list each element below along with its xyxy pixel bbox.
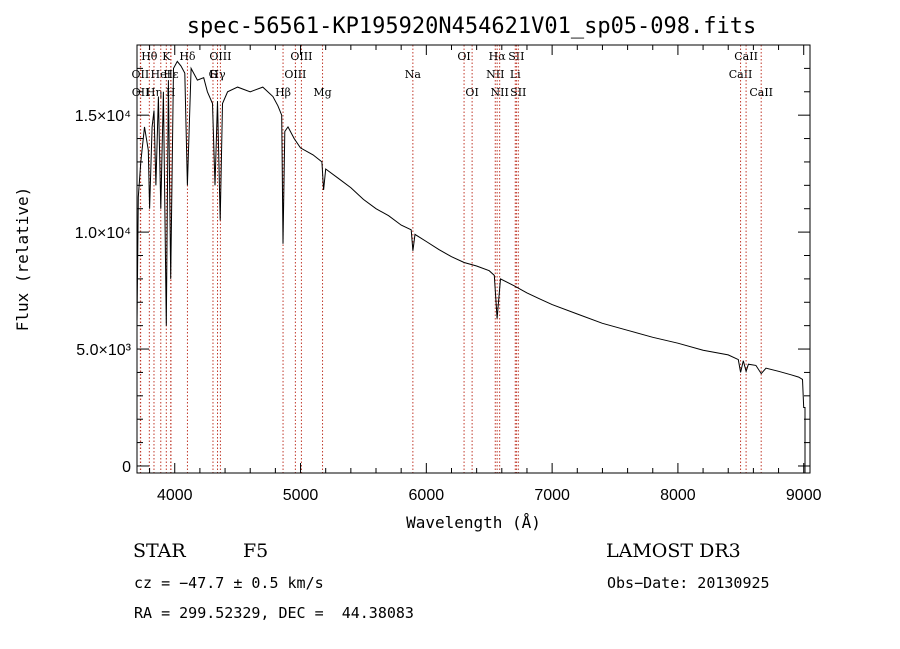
marker-label-6: H — [166, 86, 176, 99]
marker-label-14: OIII — [290, 50, 312, 63]
marker-label-26: CaII — [734, 50, 758, 63]
marker-label-5: K — [162, 50, 171, 63]
marker-label-27: CaII — [749, 86, 773, 99]
x-tick-label-4: 8000 — [660, 487, 696, 504]
redshift-velocity: cz = −47.7 ± 0.5 km/s — [134, 574, 324, 592]
marker-label-10: Hγ — [209, 68, 226, 81]
marker-label-8: Hδ — [179, 50, 196, 63]
marker-label-24: SII — [510, 86, 526, 99]
y-tick-label-1: 5.0×10³ — [76, 342, 131, 359]
marker-label-20: Hα — [489, 50, 507, 63]
marker-label-18: OI — [465, 86, 478, 99]
x-tick-label-5: 9000 — [786, 487, 822, 504]
object-subclass: F5 — [243, 540, 269, 562]
x-tick-label-0: 4000 — [157, 487, 193, 504]
object-class: STAR — [133, 540, 186, 562]
chart-title: spec-56561-KP195920N454621V01_sp05-098.f… — [187, 14, 757, 39]
y-tick-label-2: 1.0×10⁴ — [75, 225, 131, 242]
marker-label-15: Mg — [313, 86, 331, 99]
marker-label-3: Hη — [146, 86, 162, 99]
marker-label-1: OII — [132, 86, 150, 99]
spectrum-line — [136, 60, 806, 473]
y-tick-label-3: 1.5×10⁴ — [75, 108, 131, 125]
observation-date: Obs−Date: 20130925 — [607, 574, 770, 592]
spectral-line-markers: OIIOIIHθHηHeIKHHεHδGHγOIIIHβOIIIOIIIMgNa… — [132, 45, 773, 473]
marker-label-17: OI — [457, 50, 470, 63]
x-axis-label: Wavelength (Å) — [406, 513, 541, 532]
marker-label-25: CaII — [729, 68, 753, 81]
marker-label-21: NII — [491, 86, 509, 99]
marker-label-11: OIII — [209, 50, 231, 63]
survey-name: LAMOST DR3 — [606, 540, 741, 562]
sky-coordinates: RA = 299.52329, DEC = 44.38083 — [134, 604, 414, 622]
y-axis-label: Flux (relative) — [13, 187, 32, 332]
marker-label-23: SII — [508, 50, 524, 63]
marker-label-9: G — [209, 68, 218, 81]
x-tick-label-1: 5000 — [283, 487, 319, 504]
marker-label-2: Hθ — [141, 50, 158, 63]
marker-label-13: OIII — [284, 68, 306, 81]
x-tick-label-3: 7000 — [534, 487, 570, 504]
marker-label-22: Li — [510, 68, 521, 81]
marker-label-12: Hβ — [275, 86, 291, 99]
plot-frame — [136, 44, 811, 474]
marker-label-7: Hε — [163, 68, 179, 81]
x-axis-ticks: 4000 5000 6000 7000 8000 9000 — [149, 45, 822, 504]
marker-label-16: Na — [405, 68, 422, 81]
x-tick-label-2: 6000 — [409, 487, 445, 504]
y-axis-ticks: 0 5.0×10³ 1.0×10⁴ 1.5×10⁴ — [75, 67, 810, 476]
y-tick-label-0: 0 — [122, 459, 131, 476]
marker-label-19: NII — [486, 68, 504, 81]
